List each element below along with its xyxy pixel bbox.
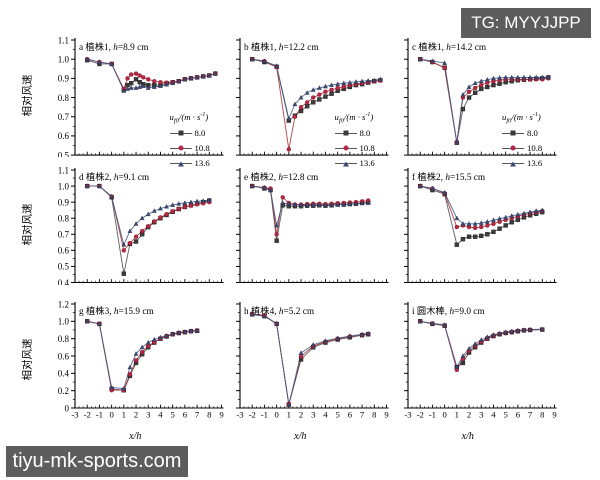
svg-text:7: 7 [195,410,200,420]
svg-text:1.0: 1.0 [58,181,70,191]
svg-text:9: 9 [552,410,556,420]
svg-text:3: 3 [146,410,150,420]
svg-text:a 植株1, h=8.9 cm: a 植株1, h=8.9 cm [79,41,149,53]
svg-text:4: 4 [158,410,163,420]
svg-text:0: 0 [109,410,114,420]
svg-text:0.6: 0.6 [58,351,70,361]
svg-text:5: 5 [335,410,339,420]
svg-text:2: 2 [299,410,303,420]
svg-text:1: 1 [287,410,291,420]
svg-text:0.9: 0.9 [58,197,70,207]
svg-text:b 植株1, h=12.2 cm: b 植株1, h=12.2 cm [244,41,319,53]
svg-text:-3: -3 [236,410,243,420]
svg-text:1: 1 [122,410,126,420]
svg-text:h 植株4, h=5.2 cm: h 植株4, h=5.2 cm [244,305,315,317]
svg-text:0: 0 [442,410,447,420]
svg-text:7: 7 [360,410,365,420]
svg-text:-2: -2 [416,410,423,420]
svg-text:c 植株1, h=14.2 cm: c 植株1, h=14.2 cm [412,41,487,53]
svg-text:0: 0 [274,410,279,420]
svg-text:5: 5 [503,410,507,420]
svg-text:-3: -3 [71,410,78,420]
svg-text:2: 2 [466,410,470,420]
svg-text:1.2: 1.2 [58,299,69,309]
svg-text:0.4: 0.4 [58,278,70,285]
svg-text:1: 1 [454,410,458,420]
svg-text:0: 0 [65,403,70,413]
svg-text:e 植株2, h=12.8 cm: e 植株2, h=12.8 cm [244,171,319,183]
svg-text:1.1: 1.1 [58,165,69,175]
svg-text:-3: -3 [404,410,411,420]
svg-text:0.4: 0.4 [58,369,70,379]
svg-text:6: 6 [348,410,353,420]
svg-text:4: 4 [491,410,496,420]
svg-text:3: 3 [479,410,483,420]
svg-text:7: 7 [527,410,532,420]
svg-text:0.9: 0.9 [58,74,70,84]
svg-text:0.6: 0.6 [58,132,70,142]
svg-text:0.5: 0.5 [58,262,70,272]
svg-text:-1: -1 [261,410,268,420]
svg-text:-1: -1 [428,410,435,420]
svg-text:-2: -2 [249,410,256,420]
svg-text:0.7: 0.7 [58,230,70,240]
svg-text:-2: -2 [84,410,91,420]
svg-text:4: 4 [323,410,328,420]
svg-text:0.5: 0.5 [58,151,70,158]
svg-text:f 植株2, h=15.5 cm: f 植株2, h=15.5 cm [412,171,486,183]
svg-text:g 植株3, h=15.9 cm: g 植株3, h=15.9 cm [79,305,154,317]
svg-text:5: 5 [170,410,174,420]
svg-text:8: 8 [540,410,545,420]
svg-text:0.8: 0.8 [58,334,70,344]
svg-text:0.7: 0.7 [58,112,70,122]
svg-text:-1: -1 [96,410,103,420]
svg-text:8: 8 [372,410,377,420]
svg-text:0.2: 0.2 [58,386,69,396]
svg-text:1.1: 1.1 [58,36,69,46]
svg-text:6: 6 [183,410,188,420]
svg-text:i 圆木棒, h=9.0 cm: i 圆木棒, h=9.0 cm [412,305,485,317]
svg-text:2: 2 [134,410,138,420]
svg-text:6: 6 [515,410,520,420]
svg-text:0.8: 0.8 [58,93,70,103]
svg-text:1.0: 1.0 [58,317,70,327]
svg-text:3: 3 [311,410,315,420]
svg-text:0.8: 0.8 [58,214,70,224]
svg-text:1.0: 1.0 [58,55,70,65]
svg-text:d 植株2, h=9.1 cm: d 植株2, h=9.1 cm [79,171,150,183]
svg-text:0.6: 0.6 [58,246,70,256]
